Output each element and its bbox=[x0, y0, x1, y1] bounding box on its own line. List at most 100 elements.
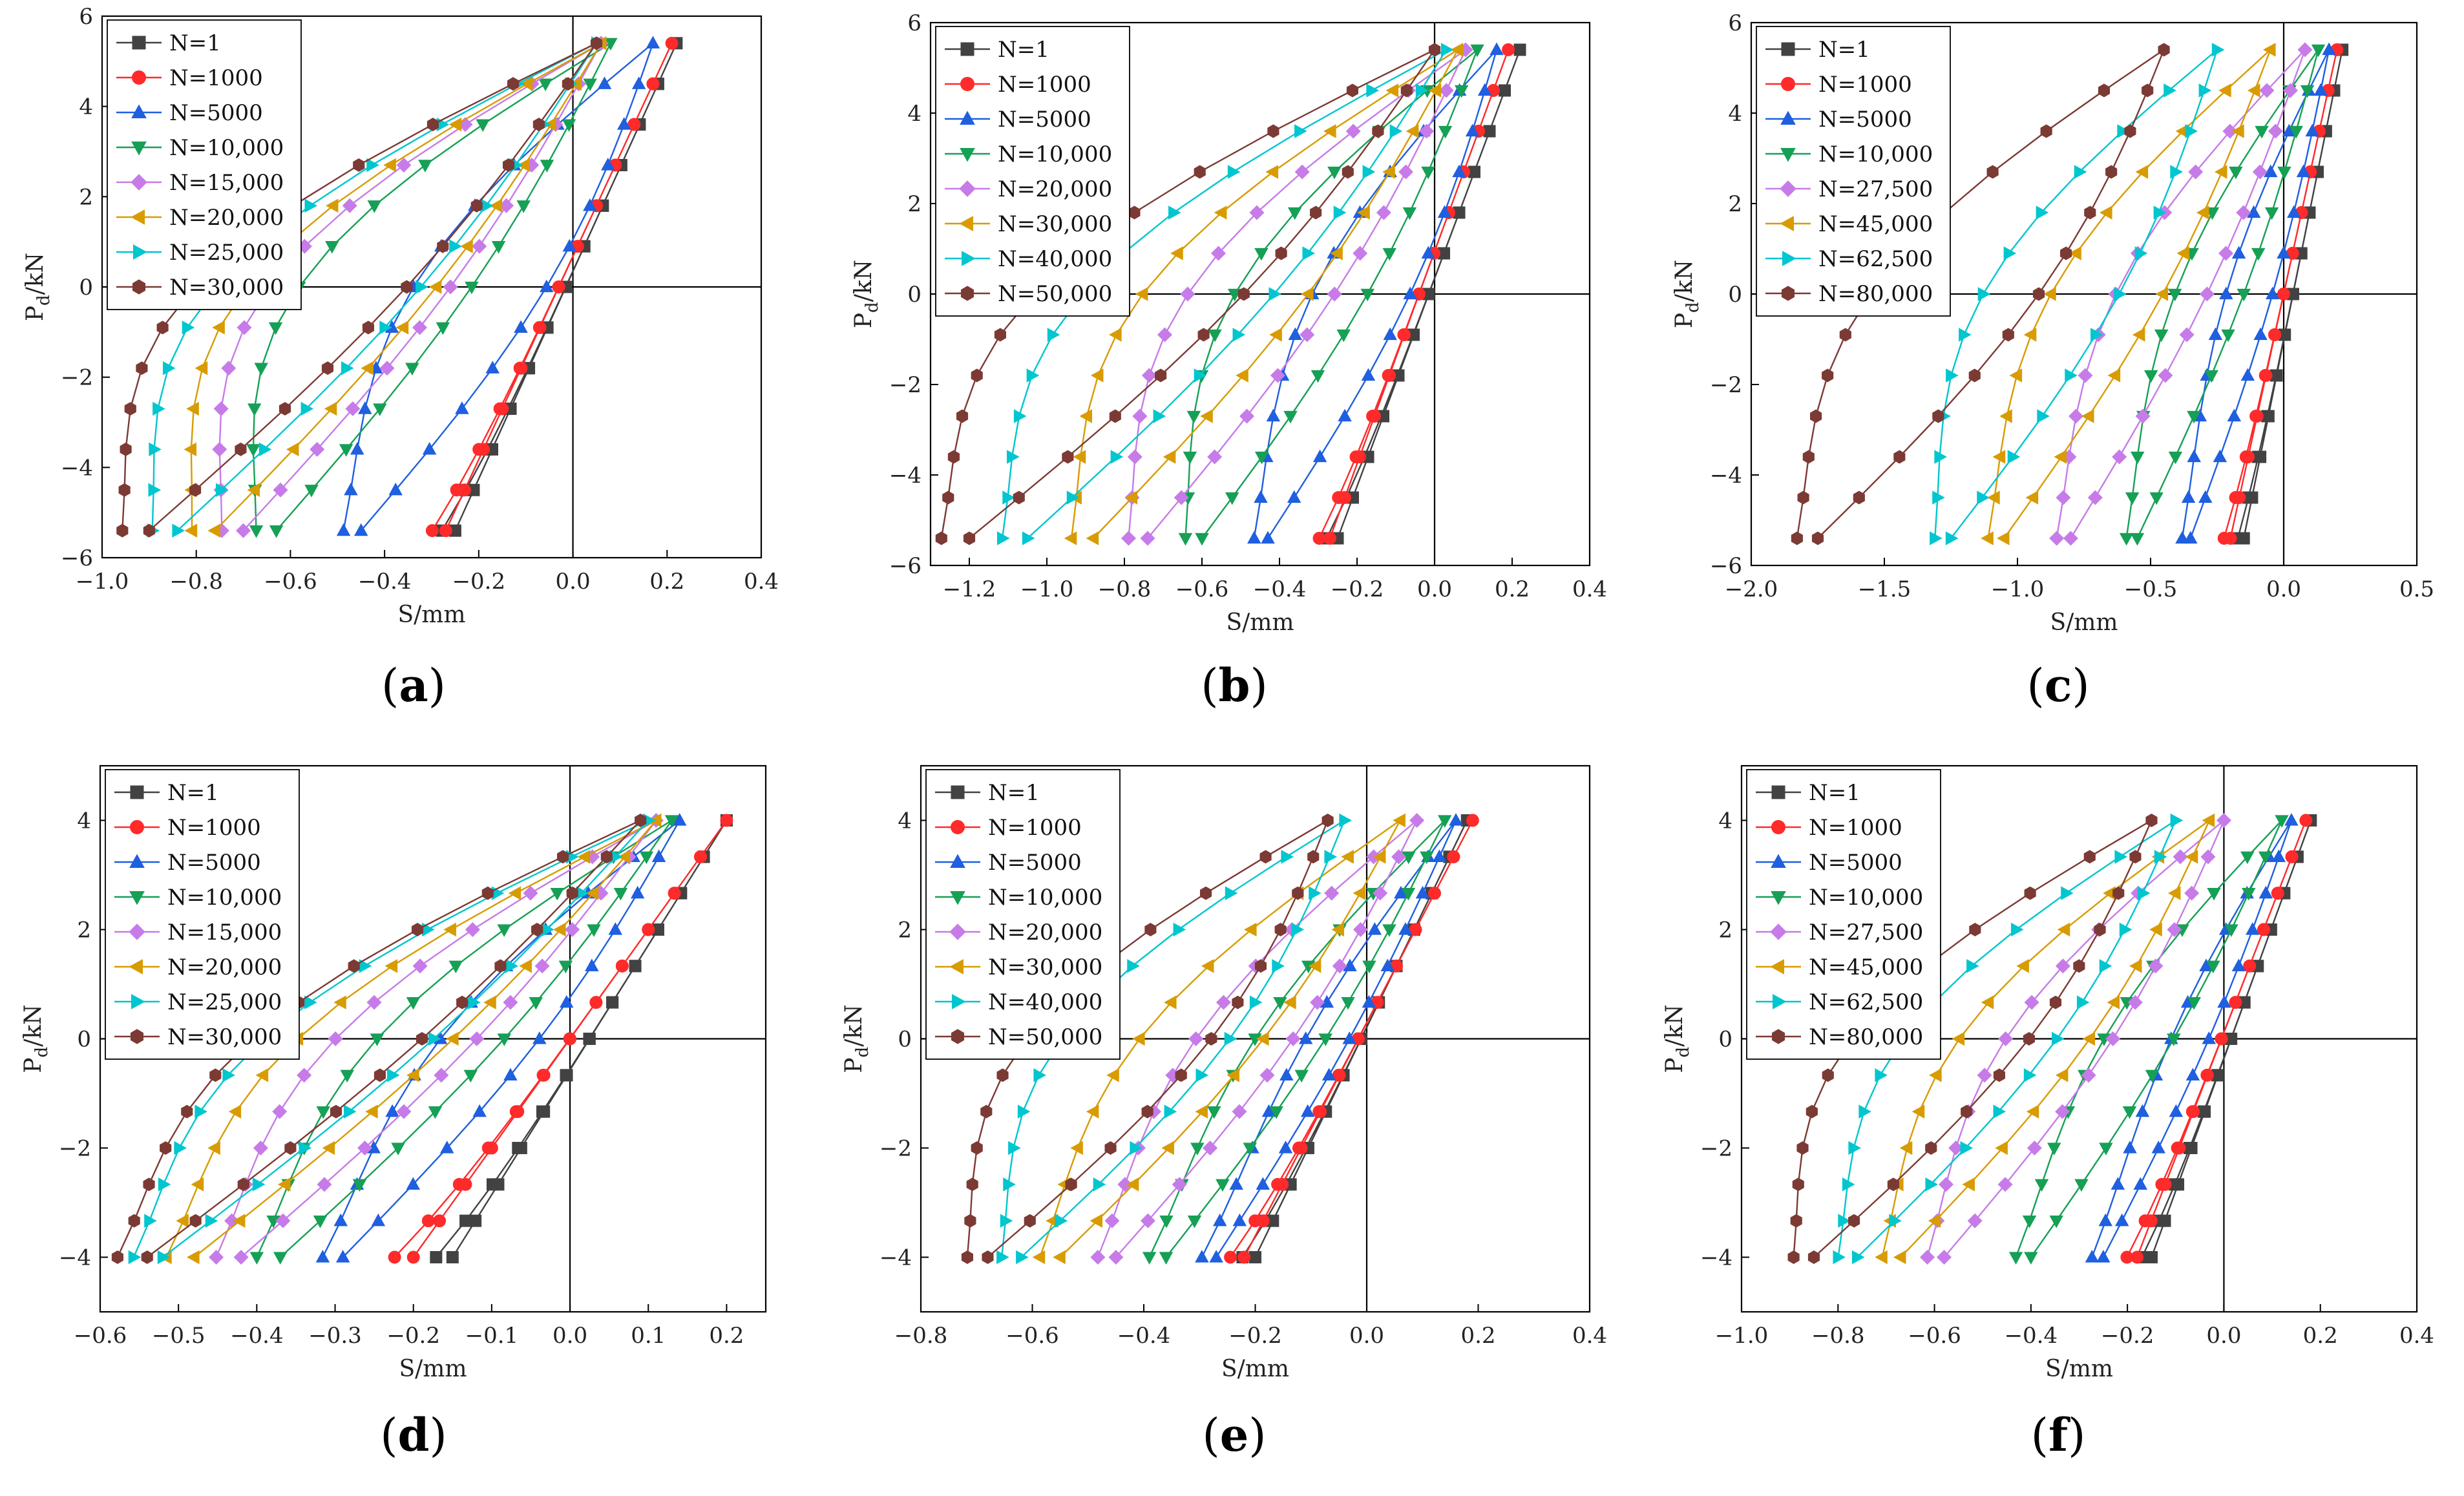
data-point bbox=[2170, 813, 2184, 828]
data-point bbox=[1389, 124, 1403, 138]
legend-label: N=1 bbox=[1818, 37, 1870, 63]
data-point bbox=[2282, 83, 2298, 98]
data-point bbox=[1372, 124, 1384, 138]
legend-marker bbox=[1770, 959, 1784, 975]
legend-box bbox=[1756, 26, 1951, 317]
data-point bbox=[1298, 1031, 1313, 1044]
data-point bbox=[1432, 849, 1447, 862]
data-point bbox=[1144, 923, 1157, 936]
data-point bbox=[1203, 1140, 1218, 1156]
data-point bbox=[2216, 812, 2231, 828]
legend-marker bbox=[1780, 148, 1796, 162]
data-point bbox=[2297, 42, 2313, 58]
data-point bbox=[982, 1250, 994, 1264]
series-n-30-000 bbox=[1064, 43, 1464, 545]
data-point bbox=[158, 1177, 171, 1192]
data-point bbox=[956, 409, 969, 423]
legend-label: N=5000 bbox=[1818, 107, 1912, 132]
data-point bbox=[209, 1068, 222, 1082]
data-point bbox=[428, 280, 442, 294]
data-point bbox=[1368, 410, 1381, 423]
x-axis-label: S/mm bbox=[399, 1356, 467, 1382]
panel-caption: (c) bbox=[2027, 658, 2089, 712]
data-point bbox=[207, 1141, 220, 1155]
data-point bbox=[247, 403, 262, 416]
data-point bbox=[2054, 450, 2067, 464]
data-point bbox=[2277, 166, 2291, 180]
data-point bbox=[348, 959, 360, 973]
data-point bbox=[2082, 1031, 2096, 1046]
data-point bbox=[2148, 958, 2164, 974]
data-point bbox=[425, 524, 439, 538]
data-point bbox=[1127, 959, 1140, 973]
series-n-20-000 bbox=[1090, 812, 1425, 1265]
x-tick-label: 0.0 bbox=[1417, 576, 1452, 602]
legend-marker bbox=[1780, 111, 1796, 125]
data-point bbox=[1366, 83, 1379, 98]
data-point bbox=[2185, 1142, 2198, 1154]
y-tick-label: 4 bbox=[77, 808, 91, 834]
x-tick-label: −0.5 bbox=[2124, 576, 2178, 602]
data-point bbox=[533, 321, 547, 334]
data-point bbox=[1164, 995, 1177, 1009]
data-point bbox=[2264, 207, 2279, 220]
data-point bbox=[2061, 886, 2074, 900]
data-point bbox=[961, 1250, 974, 1264]
y-tick-label: −4 bbox=[59, 1245, 91, 1271]
data-point bbox=[2142, 83, 2154, 98]
data-point bbox=[2253, 327, 2268, 341]
data-point bbox=[412, 320, 428, 335]
data-point bbox=[2055, 1068, 2069, 1082]
data-point bbox=[1383, 327, 1397, 341]
data-point bbox=[2259, 369, 2273, 382]
data-point bbox=[1195, 1250, 1209, 1263]
data-point bbox=[1066, 490, 1080, 505]
data-point bbox=[2145, 1069, 2160, 1083]
data-point bbox=[2240, 368, 2255, 381]
data-point bbox=[1183, 451, 1197, 465]
chart-panel-d: −0.6 −0.5 −0.4 −0.3 −0.2 −0.1 0.0 0.1 0.2 −4 −2 0 2 4… bbox=[0, 746, 821, 1493]
data-point bbox=[233, 1249, 249, 1265]
data-point bbox=[2052, 1031, 2065, 1046]
x-tick-label: −0.4 bbox=[2005, 1323, 2058, 1349]
data-point bbox=[1108, 1249, 1124, 1265]
data-point bbox=[1401, 851, 1416, 865]
data-point bbox=[971, 368, 983, 383]
data-point bbox=[558, 960, 573, 974]
data-point bbox=[1157, 327, 1173, 342]
data-point bbox=[325, 198, 339, 213]
data-point bbox=[1398, 164, 1414, 180]
data-point bbox=[1249, 1251, 1261, 1263]
data-point bbox=[136, 361, 148, 375]
x-tick-label: −0.6 bbox=[74, 1323, 127, 1349]
legend-marker bbox=[960, 148, 975, 162]
data-point bbox=[1993, 1068, 2005, 1082]
legend-marker bbox=[129, 959, 143, 975]
data-point bbox=[1227, 288, 1242, 302]
data-point bbox=[1300, 1104, 1315, 1117]
data-point bbox=[1468, 165, 1480, 178]
data-point bbox=[333, 1213, 348, 1227]
data-point bbox=[1174, 490, 1189, 505]
data-point bbox=[1124, 490, 1138, 505]
data-point bbox=[1791, 531, 1803, 545]
data-point bbox=[1992, 450, 2006, 464]
data-point bbox=[1362, 165, 1376, 179]
y-tick-label: 6 bbox=[79, 4, 93, 30]
data-point bbox=[379, 361, 395, 376]
data-point bbox=[514, 361, 528, 375]
data-point bbox=[481, 198, 494, 213]
series-n-1000 bbox=[1224, 814, 1479, 1264]
data-point bbox=[537, 1068, 551, 1082]
data-point bbox=[491, 241, 506, 254]
legend-marker bbox=[131, 994, 145, 1009]
data-point bbox=[304, 198, 318, 213]
data-point bbox=[186, 401, 199, 416]
data-point bbox=[1403, 286, 1417, 300]
data-point bbox=[1961, 1104, 1973, 1119]
data-point bbox=[469, 1214, 482, 1227]
data-point bbox=[2032, 287, 2045, 301]
data-point bbox=[2057, 922, 2070, 937]
x-tick-label: −0.2 bbox=[452, 569, 506, 595]
y-tick-label: 2 bbox=[77, 918, 91, 943]
